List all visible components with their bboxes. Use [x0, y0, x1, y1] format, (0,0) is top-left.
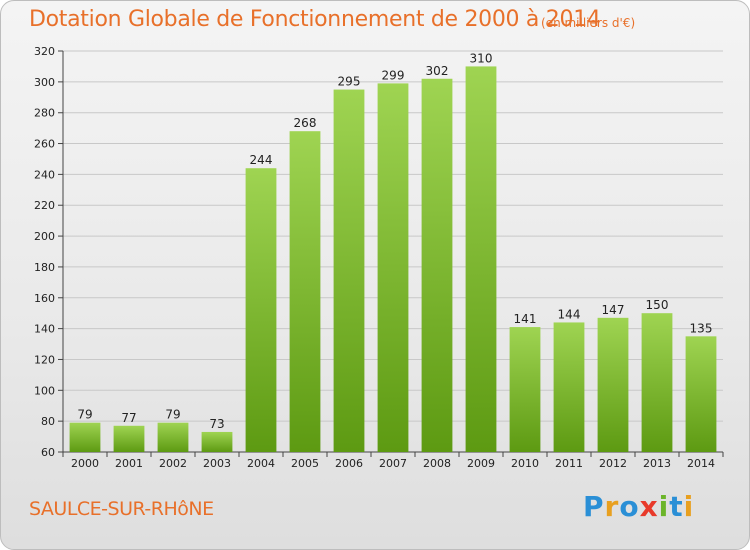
bar — [201, 431, 233, 452]
bar-value-label: 299 — [382, 68, 405, 82]
x-tick-label: 2002 — [159, 457, 187, 470]
bar-value-label: 244 — [250, 153, 273, 167]
y-tick-label: 140 — [34, 323, 55, 336]
y-tick-label: 160 — [34, 292, 55, 305]
bar — [377, 83, 409, 452]
bar — [333, 89, 365, 453]
bar-value-label: 79 — [165, 408, 180, 422]
x-tick-label: 2009 — [467, 457, 495, 470]
bar-value-label: 73 — [209, 417, 224, 431]
bar-value-label: 77 — [121, 411, 136, 425]
bar-value-label: 150 — [646, 298, 669, 312]
x-tick-label: 2014 — [687, 457, 715, 470]
x-tick-label: 2012 — [599, 457, 627, 470]
x-tick-label: 2007 — [379, 457, 407, 470]
x-tick-label: 2010 — [511, 457, 539, 470]
logo-letter: i — [683, 490, 695, 523]
logo-letter: P — [583, 490, 605, 523]
bar-value-label: 79 — [77, 408, 92, 422]
bars: 79 77 79 73 244 268 295 299 302 310 141 144 147 150 13… — [69, 51, 717, 453]
bar-value-label: 144 — [558, 307, 581, 321]
y-tick-label: 60 — [41, 446, 55, 459]
bar-value-label: 310 — [470, 51, 493, 65]
x-tick-label: 2005 — [291, 457, 319, 470]
bar — [113, 425, 145, 452]
bar — [597, 317, 629, 452]
x-tick-label: 2004 — [247, 457, 275, 470]
y-tick-label: 180 — [34, 261, 55, 274]
bar — [289, 131, 321, 452]
logo-letter: x — [639, 490, 659, 523]
y-tick-label: 220 — [34, 199, 55, 212]
bar-value-label: 147 — [602, 303, 625, 317]
axes: 60 80 100 120 140 160 180 200 220 240 260 280 300 320… — [34, 45, 724, 470]
y-tick-label: 300 — [34, 76, 55, 89]
x-tick-label: 2003 — [203, 457, 231, 470]
bar-value-label: 135 — [690, 321, 713, 335]
y-tick-label: 280 — [34, 107, 55, 120]
bar — [641, 313, 673, 452]
y-tick-label: 320 — [34, 45, 55, 58]
bar — [421, 78, 453, 452]
proxiti-logo: Proxiti — [583, 490, 694, 523]
bar — [245, 168, 277, 452]
bar — [157, 422, 189, 452]
bar — [69, 422, 101, 452]
bar-value-label: 268 — [294, 116, 317, 130]
y-tick-label: 200 — [34, 230, 55, 243]
x-tick-label: 2011 — [555, 457, 583, 470]
x-tick-label: 2001 — [115, 457, 143, 470]
logo-letter: i — [658, 490, 670, 523]
bar — [465, 66, 497, 452]
bar — [685, 336, 717, 452]
bar — [553, 322, 585, 452]
x-tick-label: 2013 — [643, 457, 671, 470]
y-tick-label: 120 — [34, 353, 55, 366]
bar-value-label: 302 — [426, 64, 449, 78]
y-tick-label: 260 — [34, 138, 55, 151]
y-tick-label: 240 — [34, 168, 55, 181]
logo-letter: t — [669, 490, 684, 523]
bar-value-label: 141 — [514, 312, 537, 326]
logo-letter: r — [604, 490, 620, 523]
logo-letter: o — [619, 490, 640, 523]
y-tick-label: 100 — [34, 384, 55, 397]
commune-name: SAULCE-SUR-RHôNE — [29, 498, 214, 520]
bar — [509, 327, 541, 452]
x-tick-label: 2000 — [71, 457, 99, 470]
y-tick-label: 80 — [41, 415, 55, 428]
x-tick-label: 2006 — [335, 457, 363, 470]
bar-value-label: 295 — [338, 75, 361, 89]
x-tick-label: 2008 — [423, 457, 451, 470]
chart-title: Dotation Globale de Fonctionnement de 20… — [29, 7, 601, 32]
chart-subtitle: (en milliers d'€) — [541, 16, 636, 30]
